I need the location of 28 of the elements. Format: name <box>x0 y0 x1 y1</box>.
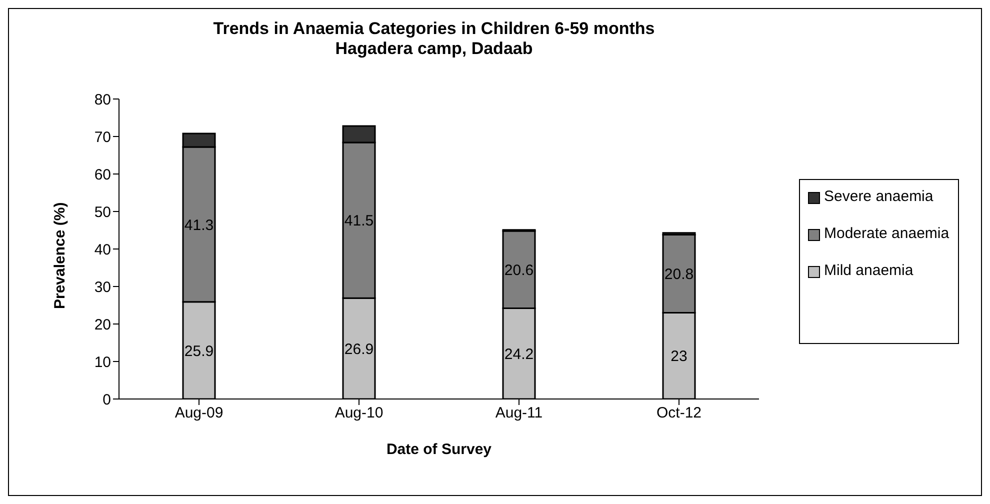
y-tick-label: 80 <box>94 91 111 108</box>
data-label: 20.6 <box>504 262 534 279</box>
data-label: 25.9 <box>184 342 214 360</box>
y-axis-title: Prevalence (%) <box>51 202 68 309</box>
x-tick-label: Aug-11 <box>495 404 543 422</box>
y-tick-label: 30 <box>94 278 111 296</box>
data-label: 26.9 <box>344 340 374 358</box>
chart-title: Trends in Anaemia Categories in Children 6-59 months <box>212 19 656 39</box>
y-tick-label: 0 <box>102 391 111 408</box>
y-tick-label: 10 <box>94 354 111 371</box>
data-label: 20.8 <box>664 266 694 284</box>
x-tick-label: Aug-10 <box>334 404 384 422</box>
x-tick-label: Aug-09 <box>174 404 224 422</box>
data-label: 41.3 <box>184 216 214 234</box>
y-tick-label: 70 <box>94 128 111 146</box>
x-axis-title: Date of Survey <box>386 441 492 458</box>
legend-label: Severe anaemia <box>824 188 934 205</box>
data-label: 41.5 <box>344 212 374 230</box>
chart-subtitle: Hagadera camp, Dadaab <box>334 39 534 59</box>
y-tick-label: 40 <box>94 241 111 258</box>
legend-label: Mild anaemia <box>824 262 914 279</box>
data-label: 23 <box>670 348 688 366</box>
legend-label: Moderate anaemia <box>824 225 950 242</box>
data-label: 24.2 <box>504 346 534 363</box>
y-tick-label: 60 <box>94 166 111 184</box>
y-tick-label: 50 <box>94 204 111 221</box>
y-tick-label: 20 <box>94 316 111 334</box>
x-tick-label: Oct-12 <box>656 404 702 422</box>
